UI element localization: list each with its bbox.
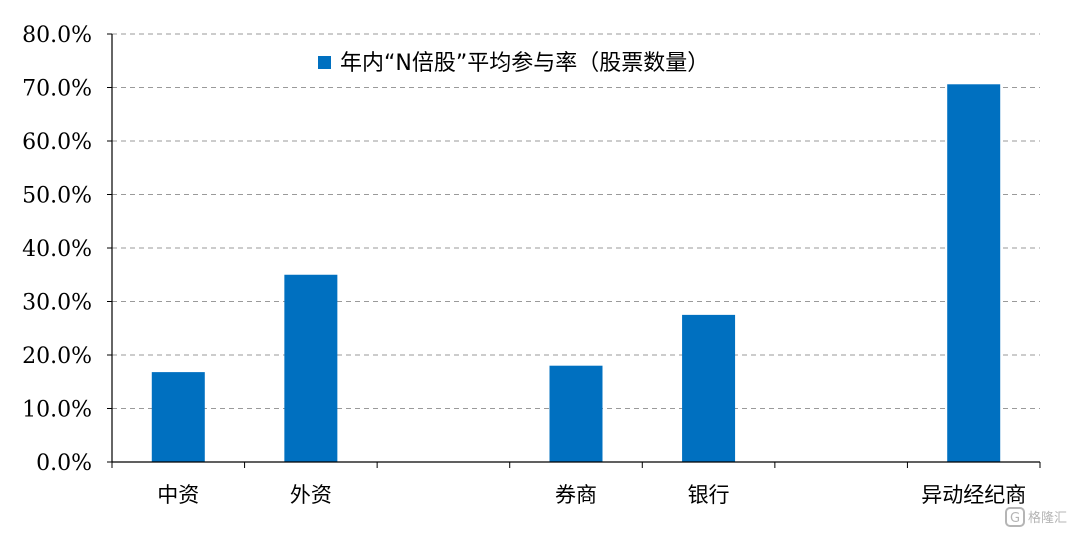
legend: 年内“N倍股”平均参与率（股票数量） xyxy=(318,51,709,76)
y-tick-label: 0.0% xyxy=(36,451,92,476)
gridlines xyxy=(112,33,1040,409)
x-category-label: 外资 xyxy=(290,483,332,507)
legend-swatch xyxy=(318,56,331,69)
y-tick-label: 70.0% xyxy=(22,77,92,102)
y-tick-label: 30.0% xyxy=(22,291,92,316)
bar xyxy=(947,84,1001,462)
x-category-labels: 中资 外资 券商 银行 异动经纪商 xyxy=(157,483,1026,507)
x-category-label: 异动经纪商 xyxy=(921,483,1026,507)
bar xyxy=(284,274,338,462)
x-category-label: 银行 xyxy=(688,483,730,507)
watermark-text: 格隆汇 xyxy=(1028,510,1067,526)
watermark: G 格隆汇 xyxy=(1005,507,1067,527)
watermark-logo-icon xyxy=(1005,507,1025,527)
y-tick-label: 50.0% xyxy=(22,184,92,209)
y-tick-label: 40.0% xyxy=(22,237,92,262)
y-tick-labels: 0.0% 10.0% 20.0% 30.0% 40.0% 50.0% 60.0% 70.0% 8… xyxy=(22,23,92,476)
y-tick-label: 60.0% xyxy=(22,130,92,155)
bars xyxy=(151,84,1001,462)
axes xyxy=(107,33,1041,468)
legend-label: 年内“N倍股”平均参与率（股票数量） xyxy=(340,51,709,76)
y-tick-label: 10.0% xyxy=(22,398,92,423)
watermark-logo-icon-glyph: G xyxy=(1010,511,1020,526)
y-tick-label: 20.0% xyxy=(22,344,92,369)
bar xyxy=(151,372,205,462)
bar xyxy=(682,314,736,462)
y-tick-label: 80.0% xyxy=(22,23,92,48)
x-category-label: 中资 xyxy=(157,483,199,507)
bar xyxy=(549,365,603,462)
x-category-label: 券商 xyxy=(555,483,597,507)
